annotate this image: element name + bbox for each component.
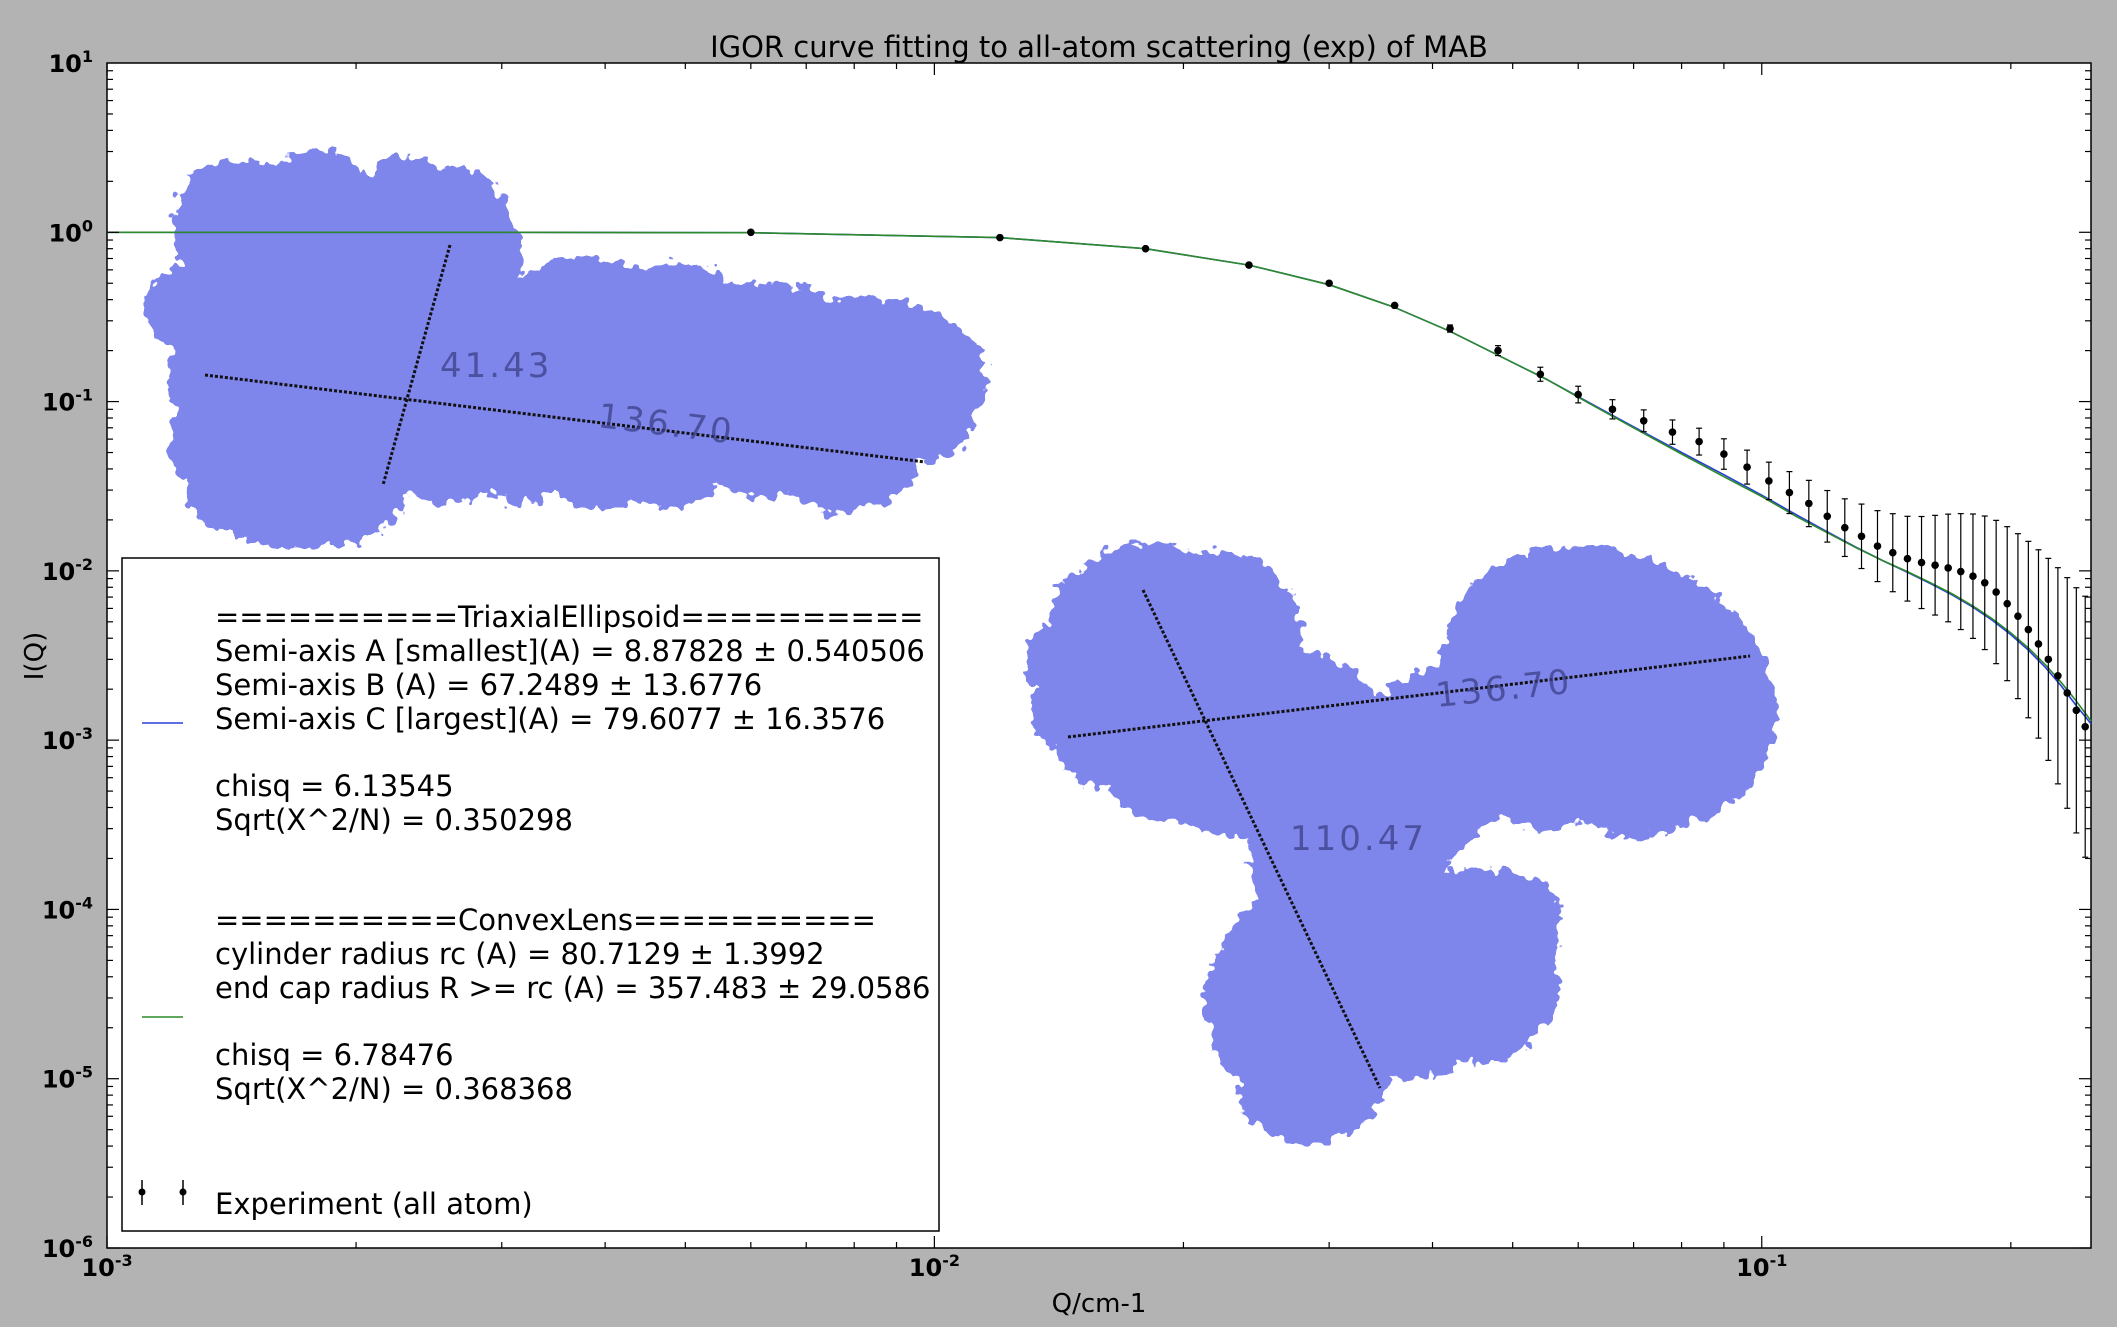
legend-convex-sqrt: Sqrt(X^2/N) = 0.368368 [215, 1072, 573, 1106]
experiment-point [1840, 498, 1849, 558]
experiment-point [1245, 261, 1253, 269]
experiment-point [2044, 557, 2053, 761]
legend-swatch-experiment [138, 1180, 187, 1205]
y-axis-label: I(Q) [20, 632, 50, 680]
x-tick-label: 10-1 [1736, 1251, 1787, 1282]
chart-title: IGOR curve fitting to all-atom scatterin… [710, 30, 1488, 64]
experiment-point [1944, 513, 1952, 623]
experiment-point [2024, 540, 2033, 719]
experiment-point [996, 233, 1004, 242]
legend-experiment: Experiment (all atom) [215, 1187, 533, 1221]
experiment-point [1931, 514, 1939, 616]
experiment-point [1823, 489, 1832, 543]
experiment-point [1969, 513, 1977, 639]
y-tick-label: 10-2 [42, 555, 93, 586]
experiment-point [1608, 399, 1617, 420]
y-tick-label: 10-3 [42, 724, 93, 755]
experiment-point [1917, 515, 1926, 610]
experiment-point [1992, 519, 2000, 665]
dim-label-110-47: 110.47 [1290, 819, 1427, 859]
experiment-point [2054, 567, 2062, 785]
experiment-point [2072, 587, 2081, 834]
legend-triaxial-line-0: ==========TriaxialEllipsoid========== [215, 600, 923, 634]
experiment-point [1536, 366, 1545, 382]
legend: ==========TriaxialEllipsoid========== Se… [121, 557, 940, 1232]
experiment-point [1668, 419, 1677, 445]
experiment-point [2003, 526, 2012, 682]
experiment-point [1720, 438, 1728, 470]
experiment-point [1141, 244, 1150, 253]
experiment-point [1903, 515, 1912, 602]
y-axis: 101 100 10-1 10-2 10-3 10-4 10-5 10-6 [42, 47, 2091, 1263]
molecule-image-top [143, 148, 987, 550]
legend-convex-chisq: chisq = 6.78476 [215, 1038, 454, 1072]
experiment-point [1765, 461, 1773, 501]
legend-triaxial-line-2: Semi-axis B (A) = 67.2489 ± 13.6776 [215, 668, 762, 702]
experiment-points [747, 228, 2090, 858]
legend-triaxial-sqrt: Sqrt(X^2/N) = 0.350298 [215, 803, 573, 837]
legend-triaxial-line-1: Semi-axis A [smallest](A) = 8.87828 ± 0.… [215, 634, 925, 668]
experiment-point [1325, 279, 1333, 288]
legend-triaxial-line-3: Semi-axis C [largest](A) = 79.6077 ± 16.… [215, 702, 885, 736]
x-tick-label: 10-2 [909, 1251, 960, 1282]
experiment-point [1980, 515, 1989, 651]
experiment-point [1574, 385, 1583, 404]
experiment-point [1873, 510, 1882, 583]
legend-box [121, 557, 940, 1232]
y-tick-label: 101 [48, 47, 93, 78]
y-tick-label: 100 [48, 216, 93, 247]
experiment-point [1785, 471, 1794, 515]
experiment-point [2063, 577, 2072, 809]
molecule-image-bottom [1026, 542, 1777, 1145]
x-axis: 10-3 10-2 10-1 [81, 63, 2012, 1282]
x-axis-label: Q/cm-1 [1052, 1289, 1147, 1319]
legend-convex-line-2: end cap radius R >= rc (A) = 357.483 ± 2… [215, 971, 930, 1005]
y-tick-label: 10-4 [42, 893, 93, 924]
y-tick-label: 10-6 [42, 1232, 93, 1263]
experiment-point [1446, 324, 1454, 333]
experiment-point [1888, 513, 1897, 593]
experiment-point [1494, 345, 1502, 357]
experiment-point [747, 228, 755, 237]
experiment-point [1390, 301, 1399, 310]
y-tick-label: 10-1 [42, 386, 93, 417]
experiment-point [1956, 513, 1965, 631]
molecule-bottom-dimensions: 136.70 110.47 [1067, 589, 1751, 1089]
legend-convex-line-1: cylinder radius rc (A) = 80.7129 ± 1.399… [215, 937, 825, 971]
experiment-point [2034, 549, 2043, 739]
legend-triaxial-chisq: chisq = 6.13545 [215, 769, 454, 803]
experiment-point [1695, 427, 1703, 456]
legend-convex-line-0: ==========ConvexLens========== [215, 903, 876, 937]
experiment-point [1743, 449, 1751, 485]
y-tick-label: 10-5 [42, 1063, 93, 1094]
experiment-point [1857, 503, 1866, 570]
dim-label-41-43: 41.43 [440, 346, 552, 386]
experiment-point [1639, 409, 1648, 433]
experiment-point [2081, 595, 2090, 858]
experiment-point [2014, 533, 2022, 700]
x-tick-label: 10-3 [81, 1251, 132, 1282]
experiment-point [1805, 479, 1813, 528]
